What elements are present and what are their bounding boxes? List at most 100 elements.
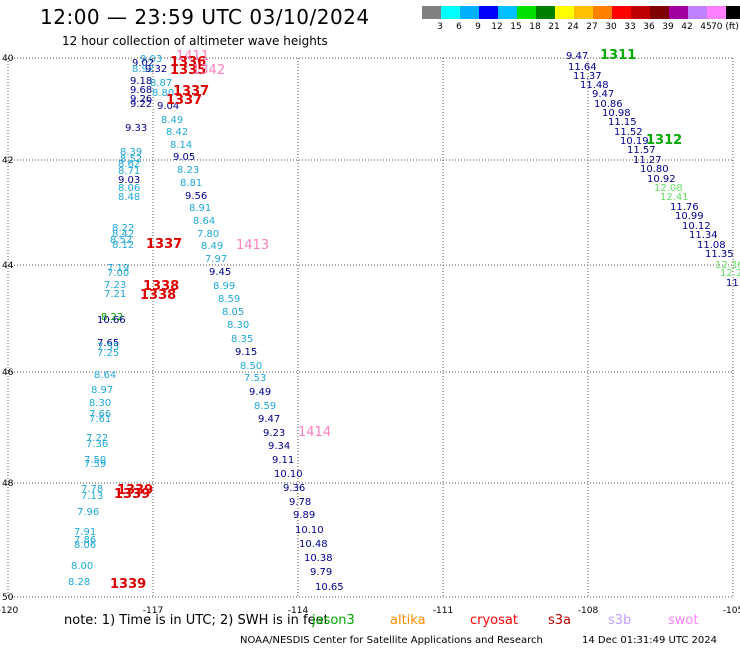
swh-value: 9.04 — [157, 101, 179, 112]
pass-id: 1338 — [140, 288, 176, 303]
scale-swatch — [726, 6, 740, 19]
swh-value: 9.26 — [130, 94, 152, 105]
swh-value: 10.65 — [315, 582, 344, 593]
scale-label: 6 — [456, 22, 462, 32]
swh-value: 9.23 — [263, 428, 285, 439]
swh-value: 8.06 — [118, 183, 140, 194]
axis-labels: -120 -117 -114 -111 -108 -105 40 42 44 46 48 50 — [0, 54, 740, 616]
pass-id: 1337 — [146, 237, 182, 252]
pass-id: 1339 — [117, 483, 153, 498]
swh-value: 11.48 — [580, 80, 609, 91]
swh-value: 11.15 — [608, 117, 637, 128]
swh-value: 8.14 — [170, 140, 192, 151]
scale-label: 27 — [586, 22, 598, 32]
scale-label: 12 — [491, 22, 503, 32]
satellite-swot: swot — [668, 613, 699, 628]
swh-value: 7.22 — [86, 433, 108, 444]
swh-value: 9.15 — [235, 347, 257, 358]
swh-value: 7.65 — [97, 338, 119, 349]
page-subtitle: 12 hour collection of altimeter wave hei… — [62, 34, 328, 48]
scale-swatch — [422, 6, 441, 19]
swh-value: 9.05 — [173, 152, 195, 163]
swh-value: 8.30 — [89, 398, 111, 409]
swh-value: 8.35 — [231, 334, 253, 345]
lat-tick-label: 46 — [2, 368, 14, 378]
swh-value: 10.38 — [304, 553, 333, 564]
scale-label: 33 — [624, 22, 636, 32]
lat-tick-label: 50 — [2, 593, 14, 603]
lon-tick-label: -117 — [143, 606, 163, 616]
swh-value: 10.80 — [640, 164, 669, 175]
swh-value: 11.27 — [633, 155, 662, 166]
satellite-s3b: s3b — [608, 613, 632, 628]
swh-value: 9.22 — [130, 99, 152, 110]
swh-value: 7.61 — [89, 414, 111, 425]
scale-label: 45 — [700, 22, 712, 32]
swh-value: 10.12 — [682, 221, 711, 232]
satellite-jason3: jason3 — [312, 613, 355, 628]
swh-value: 8.81 — [180, 178, 202, 189]
pass-id: 1339 — [110, 577, 146, 592]
swh-value: 11.35 — [705, 249, 734, 260]
swh-value: 8.97 — [91, 385, 113, 396]
swh-value: 9.36 — [283, 483, 305, 494]
scale-swatch — [631, 6, 650, 19]
scale-swatch — [441, 6, 460, 19]
color-scale — [422, 6, 740, 19]
swh-value: 7.97 — [205, 254, 227, 265]
scale-swatch — [707, 6, 726, 19]
swh-value: 8.99 — [213, 281, 235, 292]
swh-value: 11.64 — [568, 62, 597, 73]
pass-id: 1338 — [143, 279, 179, 294]
swh-value: 11.76 — [670, 202, 699, 213]
swh-value: 8.64 — [193, 216, 215, 227]
swh-value: 9.47 — [592, 89, 614, 100]
pass-id: 1337 — [166, 93, 202, 108]
swh-value: 10.66 — [97, 315, 126, 326]
swh-value: 7.25 — [97, 348, 119, 359]
lat-tick-label: 44 — [2, 261, 14, 271]
note-text: note: 1) Time is in UTC; 2) SWH is in fe… — [64, 613, 329, 628]
scale-label: 70 (ft) — [711, 22, 739, 32]
swh-value: 9.78 — [289, 497, 311, 508]
scale-swatch — [536, 6, 555, 19]
scale-label: 9 — [475, 22, 481, 32]
scale-label: 39 — [662, 22, 674, 32]
swh-value: 9.34 — [268, 441, 290, 452]
swh-value: 8.22 — [101, 312, 123, 323]
swh-value: 8.92 — [132, 64, 154, 75]
swh-value: 8.39 — [120, 147, 142, 158]
satellite-cryosat: cryosat — [470, 613, 518, 628]
swh-value: 7.53 — [244, 373, 266, 384]
scale-swatch — [650, 6, 669, 19]
lon-tick-label: -105 — [723, 606, 740, 616]
swh-value: 7.80 — [197, 229, 219, 240]
lat-tick-label: 42 — [2, 156, 13, 166]
pass-id: 1312 — [646, 133, 682, 148]
swh-value: 9.45 — [209, 267, 231, 278]
pass-id: 1342 — [192, 63, 225, 78]
swh-value: 8.87 — [150, 78, 172, 89]
swh-value: 7.00 — [107, 268, 129, 279]
scale-label: 15 — [510, 22, 522, 32]
swh-value: 10.19 — [620, 136, 649, 147]
swh-value: 8.05 — [222, 307, 244, 318]
swh-value: 8.42 — [112, 229, 134, 240]
scale-label: 18 — [529, 22, 541, 32]
swh-value: 7.21 — [104, 289, 126, 300]
pass-id: 1411 — [176, 49, 209, 64]
swh-value: 7.59 — [84, 459, 106, 470]
pass-id: 1336 — [170, 55, 206, 70]
swh-value: 8.64 — [94, 370, 116, 381]
swh-value: 7.96 — [77, 507, 99, 518]
swh-value: 8.42 — [166, 127, 188, 138]
swh-value: 12.2 — [720, 268, 740, 279]
scale-swatch — [612, 6, 631, 19]
swh-value: 8.59 — [254, 401, 276, 412]
swh-value: 9.79 — [310, 567, 332, 578]
swh-value: 8.12 — [112, 240, 134, 251]
lon-tick-label: -108 — [578, 606, 599, 616]
swh-value: 9.18 — [130, 76, 152, 87]
swh-value: 10.92 — [647, 174, 676, 185]
